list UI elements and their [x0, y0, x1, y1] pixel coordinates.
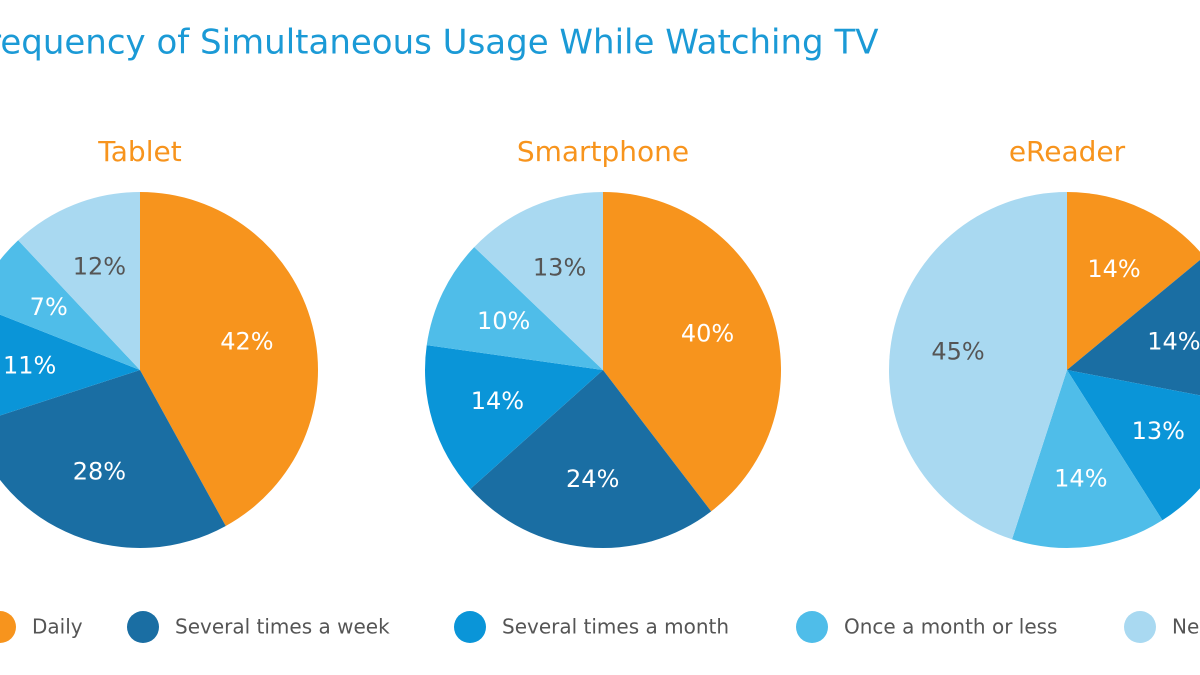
legend-swatch	[0, 611, 16, 643]
legend-label: Never	[1172, 615, 1200, 639]
data-label: 7%	[30, 293, 68, 321]
data-label: 28%	[73, 458, 126, 486]
legend-label: Several times a week	[175, 615, 390, 639]
data-label: 13%	[1132, 417, 1185, 445]
data-label: 14%	[471, 387, 524, 415]
pie-slice	[0, 314, 140, 416]
pie-slice	[140, 192, 319, 526]
pie-slice	[0, 240, 140, 370]
pie-slice	[1067, 192, 1200, 370]
data-label: 40%	[681, 320, 734, 348]
legend-swatch	[454, 611, 486, 643]
data-label: 45%	[931, 338, 984, 366]
legend-swatch	[1124, 611, 1156, 643]
data-label: 24%	[566, 465, 619, 493]
legend-label: Several times a month	[502, 615, 729, 639]
pie-title: Tablet	[97, 135, 181, 168]
pie-slice	[1067, 259, 1200, 396]
data-label: 12%	[73, 252, 126, 280]
pie-slice	[0, 370, 226, 548]
data-label: 11%	[3, 352, 56, 380]
data-label: 13%	[533, 254, 586, 282]
pie-title: eReader	[1009, 135, 1126, 168]
pie-slice	[426, 247, 603, 370]
data-label: 10%	[477, 307, 530, 335]
pie-slice	[888, 192, 1067, 540]
pie-slice	[18, 192, 140, 370]
pie-slice	[470, 370, 712, 548]
legend-swatch	[796, 611, 828, 643]
data-label: 14%	[1087, 255, 1140, 283]
legend-swatch	[127, 611, 159, 643]
legend-label: Daily	[32, 615, 83, 639]
pie-slice	[474, 192, 603, 370]
data-label: 14%	[1054, 464, 1107, 492]
legend-label: Once a month or less	[844, 615, 1057, 639]
data-label: 14%	[1147, 328, 1200, 356]
pie-slice	[1067, 370, 1200, 521]
pie-slice	[603, 192, 781, 512]
pie-title: Smartphone	[517, 135, 689, 168]
chart-title: Frequency of Simultaneous Usage While Wa…	[0, 23, 878, 63]
data-label: 42%	[220, 328, 273, 356]
pie-slice	[424, 345, 603, 489]
pie-slice	[1011, 370, 1163, 548]
